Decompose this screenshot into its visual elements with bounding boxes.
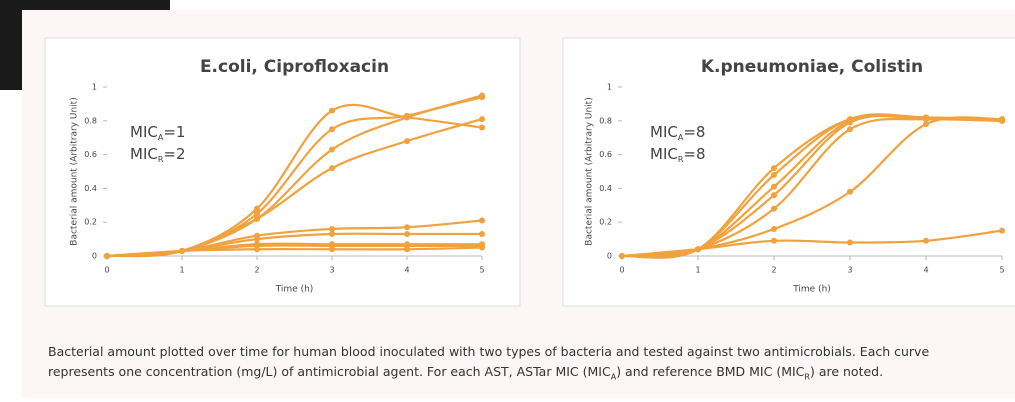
data-point <box>999 116 1005 122</box>
chart-title: E.coli, Ciprofloxacin <box>200 57 389 77</box>
annotation: MICR=2 <box>130 145 186 164</box>
data-point <box>479 116 485 122</box>
y-tick-label: 0.2 <box>599 218 612 227</box>
x-tick-label: 4 <box>923 266 928 275</box>
data-point <box>179 248 185 254</box>
data-point <box>404 114 410 120</box>
y-tick-label: 0.2 <box>84 218 97 227</box>
data-point <box>771 165 777 171</box>
x-tick-label: 4 <box>404 266 409 275</box>
chart-title: K.pneumoniae, Colistin <box>701 57 923 77</box>
x-tick-label: 3 <box>847 266 852 275</box>
data-point <box>847 126 853 132</box>
y-tick-label: 1 <box>607 83 612 92</box>
y-tick-label: 0.4 <box>599 184 612 193</box>
y-tick-label: 0.6 <box>599 150 612 159</box>
x-tick-label: 5 <box>999 266 1004 275</box>
x-tick-label: 2 <box>771 266 776 275</box>
data-point <box>329 126 335 132</box>
data-point <box>404 138 410 144</box>
data-point <box>847 239 853 245</box>
data-point <box>404 224 410 230</box>
data-point <box>329 147 335 153</box>
caption-text: ) and reference BMD MIC (MIC <box>616 364 804 379</box>
data-point <box>254 246 260 252</box>
x-tick-label: 3 <box>329 266 334 275</box>
data-point <box>104 253 110 259</box>
data-point <box>771 238 777 244</box>
x-tick-label: 1 <box>695 266 700 275</box>
data-point <box>847 189 853 195</box>
data-point <box>923 121 929 127</box>
data-point <box>479 218 485 224</box>
data-point <box>479 125 485 131</box>
annotation: MICA=1 <box>130 123 185 142</box>
x-tick-label: 0 <box>619 266 624 275</box>
data-point <box>329 108 335 114</box>
caption-text: ) are noted. <box>810 364 883 379</box>
page: E.coli, Ciprofloxacin Time (h) Bacterial a… <box>0 0 1015 402</box>
data-point <box>329 246 335 252</box>
caption: Bacterial amount plotted over time for h… <box>48 342 978 388</box>
y-axis-label: Bacterial amount (Arbitrary Unit) <box>70 97 80 245</box>
annotation-text: =8 <box>683 123 705 141</box>
annotation-text: MIC <box>650 145 678 163</box>
data-point <box>329 165 335 171</box>
x-axis-label: Time (h) <box>792 285 831 295</box>
annotation-text: MIC <box>650 123 678 141</box>
annotation-text: =8 <box>683 145 705 163</box>
data-point <box>404 231 410 237</box>
annotation: MICR=8 <box>650 145 706 164</box>
annotation-text: =2 <box>163 145 185 163</box>
data-point <box>999 228 1005 234</box>
data-point <box>847 119 853 125</box>
y-tick-label: 0.4 <box>84 184 97 193</box>
y-tick-label: 1 <box>92 83 97 92</box>
y-axis-label: Bacterial amount (Arbitrary Unit) <box>585 97 595 245</box>
annotation: MICA=8 <box>650 123 705 142</box>
x-tick-label: 0 <box>104 266 109 275</box>
data-point <box>771 226 777 232</box>
data-point <box>771 206 777 212</box>
annotation-text: =1 <box>163 123 185 141</box>
data-point <box>479 94 485 100</box>
y-tick-label: 0.8 <box>599 116 612 125</box>
data-point <box>695 246 701 252</box>
data-point <box>254 216 260 222</box>
x-tick-label: 5 <box>479 266 484 275</box>
data-point <box>404 246 410 252</box>
data-point <box>619 253 625 259</box>
x-tick-label: 1 <box>179 266 184 275</box>
x-tick-label: 2 <box>254 266 259 275</box>
data-point <box>329 231 335 237</box>
y-tick-label: 0.6 <box>84 150 97 159</box>
data-point <box>479 231 485 237</box>
data-point <box>771 192 777 198</box>
chart-frame <box>45 38 520 306</box>
y-tick-label: 0 <box>92 252 97 261</box>
annotation-text: MIC <box>130 145 158 163</box>
data-point <box>479 245 485 251</box>
y-tick-label: 0.8 <box>84 116 97 125</box>
annotation-text: MIC <box>130 123 158 141</box>
data-point <box>923 238 929 244</box>
y-tick-label: 0 <box>607 252 612 261</box>
x-axis-label: Time (h) <box>275 285 314 295</box>
data-point <box>771 184 777 190</box>
data-point <box>771 172 777 178</box>
